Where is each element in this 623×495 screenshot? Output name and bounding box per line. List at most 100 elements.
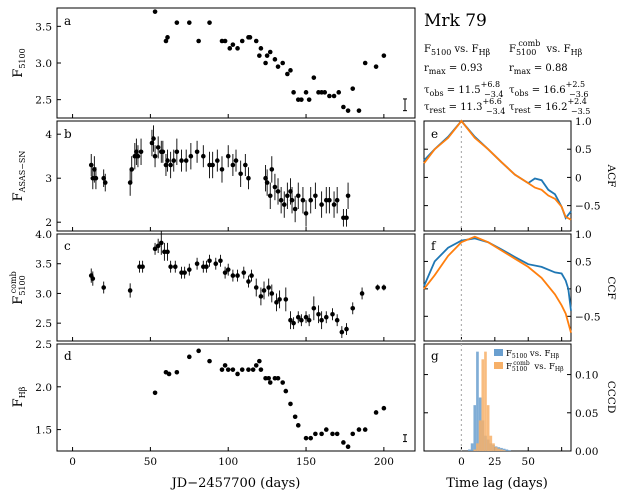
data-point-b xyxy=(194,149,200,155)
data-point-a xyxy=(187,20,192,25)
hist-bar-orange_hist xyxy=(489,435,493,451)
ytick-label-e: 1.0 xyxy=(575,116,592,128)
hist-bar-blue_hist xyxy=(470,443,474,451)
ylabel-d: FHβ xyxy=(11,386,27,407)
data-point-d xyxy=(350,431,356,437)
data-point-c xyxy=(291,320,296,326)
data-point-a xyxy=(196,38,201,44)
data-point-d xyxy=(313,431,318,437)
hist-bar-blue_hist xyxy=(476,351,479,451)
data-point-d xyxy=(308,435,314,441)
data-point-c xyxy=(165,249,170,255)
data-point-c xyxy=(323,314,329,320)
legend-label-blue: F5100 vs. FHβ xyxy=(506,349,560,360)
col2-tau-obs: τobs = 16.6+2.5 −3.6 xyxy=(509,80,588,99)
ylabel-f: CCF xyxy=(605,276,617,299)
data-point-a xyxy=(253,38,259,44)
data-point-c xyxy=(330,311,335,317)
ylabel-a: F5100 xyxy=(11,48,27,77)
ylabel-b: FASAS−SN xyxy=(11,151,27,202)
ytick-label-d: 2.0 xyxy=(35,382,52,394)
panel-b-frame xyxy=(56,120,416,232)
data-point-c xyxy=(158,240,164,246)
data-point-b xyxy=(129,167,135,172)
xlabel-left: JD−2457700 (days) xyxy=(170,476,301,491)
xtick-label-lag: 50 xyxy=(522,456,535,468)
xlabel-right: Time lag (days) xyxy=(446,476,548,491)
data-point-b xyxy=(313,193,318,199)
data-point-c xyxy=(140,264,145,269)
ylabel-c: F5100comb xyxy=(9,271,27,304)
data-point-b xyxy=(292,206,298,212)
hist-bar-orange_hist xyxy=(476,443,479,451)
data-point-c xyxy=(299,317,304,323)
panel-c-frame xyxy=(56,233,416,342)
data-point-b xyxy=(272,184,278,190)
hist-bar-blue_hist xyxy=(505,449,509,451)
ytick-label-g: 0.00 xyxy=(575,446,598,458)
data-point-a xyxy=(311,75,317,80)
data-point-d xyxy=(250,367,256,372)
ytick-label-e: −0.5 xyxy=(575,201,601,213)
data-point-a xyxy=(264,53,270,58)
data-point-d xyxy=(235,371,240,377)
panel-g-frame xyxy=(423,343,572,452)
data-point-b xyxy=(334,197,340,203)
ytick-label-c: 3.0 xyxy=(35,288,52,300)
data-point-a xyxy=(258,46,264,51)
summary-title: Mrk 79 xyxy=(424,11,487,31)
data-point-b xyxy=(151,136,156,141)
data-point-a xyxy=(327,93,332,99)
hist-bar-orange_hist xyxy=(486,405,490,451)
panel-a-frame xyxy=(56,7,416,119)
data-point-d xyxy=(225,367,231,372)
col1-label: F5100 vs. FHβ xyxy=(424,44,491,57)
data-point-b xyxy=(188,153,194,159)
xtick-label: 50 xyxy=(144,456,157,468)
panel-letter-a: a xyxy=(64,14,71,28)
data-point-b xyxy=(269,167,275,172)
data-point-b xyxy=(102,180,108,185)
data-point-c xyxy=(339,329,345,335)
col1-rmax: rmax = 0.93 xyxy=(424,63,483,76)
data-point-b xyxy=(215,158,220,163)
panel-letter-g: g xyxy=(431,349,439,363)
data-point-c xyxy=(222,270,228,275)
data-point-c xyxy=(101,285,106,290)
data-point-d xyxy=(345,444,351,450)
data-point-d xyxy=(257,358,262,364)
data-point-c xyxy=(295,314,301,320)
data-point-a xyxy=(227,46,233,51)
hist-bar-blue_hist xyxy=(468,449,471,451)
data-point-c xyxy=(344,326,349,332)
hist-bar-orange_hist xyxy=(481,359,485,451)
data-point-a xyxy=(341,104,346,110)
panel-e-frame xyxy=(423,120,572,232)
data-point-c xyxy=(253,285,259,290)
data-point-d xyxy=(207,358,212,364)
xtick-label: 200 xyxy=(374,456,394,468)
ylabel-e: ACF xyxy=(605,164,617,188)
data-point-b xyxy=(171,158,177,163)
data-point-a xyxy=(257,53,262,58)
data-point-a xyxy=(280,60,285,66)
data-point-d xyxy=(280,380,285,385)
plot-layer: 2.5 3.0 3.5 2 3 4 2.5 3.0 3.5 4.0 1.5 2.0 2.5 0 50 100 1… xyxy=(35,9,601,468)
ytick-label-a: 3.5 xyxy=(35,21,52,33)
col1-tau-rest: τrest = 11.3+6.6 −3.4 xyxy=(424,97,505,116)
data-point-a xyxy=(373,64,379,69)
data-point-b xyxy=(327,197,332,203)
data-point-b xyxy=(281,202,287,207)
hist-bar-blue_hist xyxy=(473,405,477,451)
data-point-b xyxy=(165,158,170,163)
data-point-b xyxy=(300,197,306,203)
data-point-c xyxy=(249,273,254,278)
data-point-d xyxy=(330,431,335,437)
ytick-label-b: 3 xyxy=(45,173,52,185)
data-point-c xyxy=(303,314,309,320)
data-point-d xyxy=(196,348,201,354)
xtick-label: 0 xyxy=(69,456,76,468)
data-point-a xyxy=(291,90,296,95)
data-point-d xyxy=(174,369,180,375)
data-point-b xyxy=(135,153,141,159)
